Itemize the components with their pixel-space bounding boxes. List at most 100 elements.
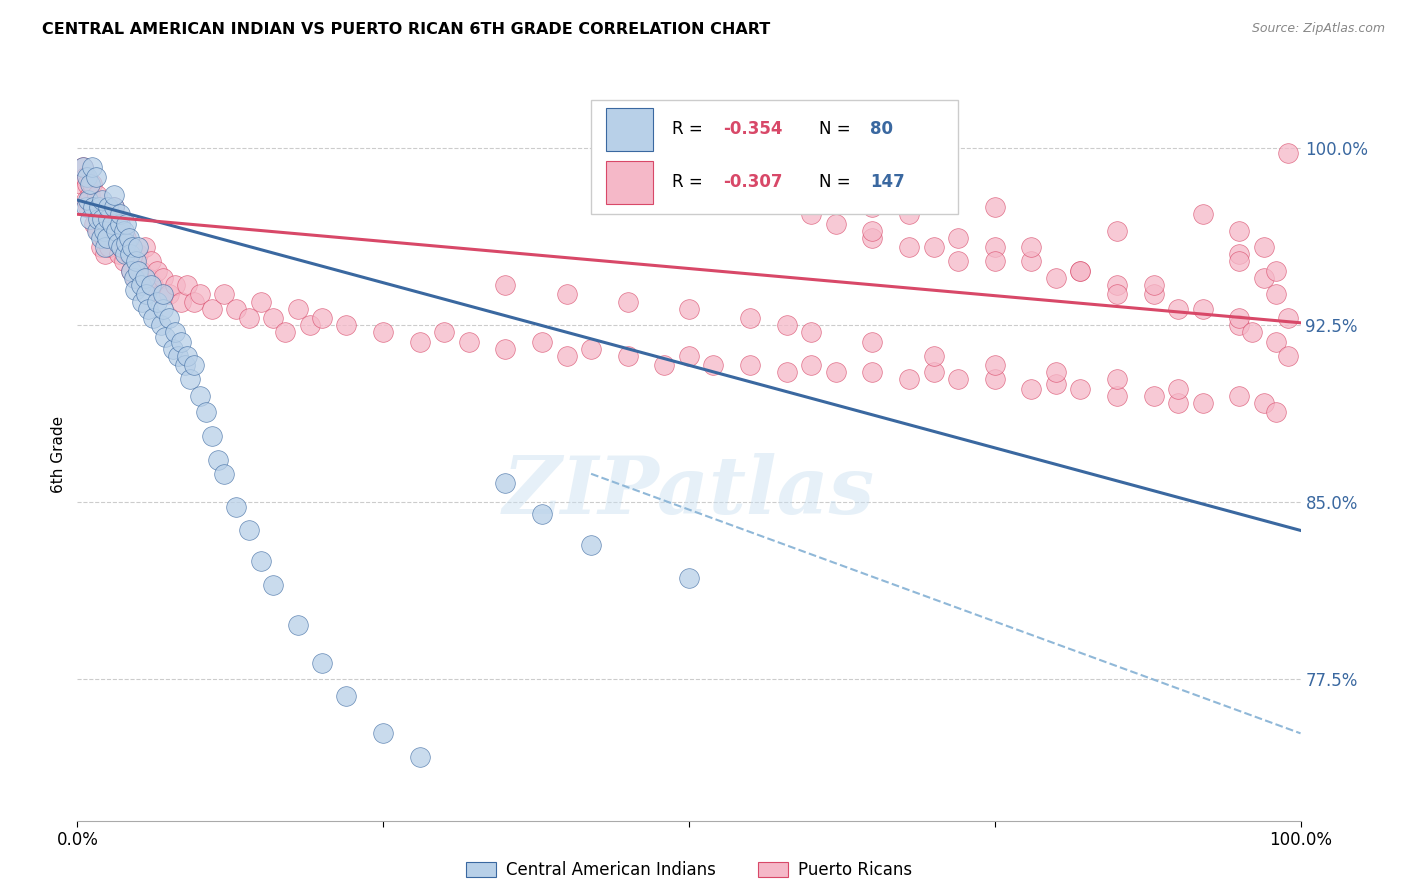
Point [225, 301, 247, 316]
Point [114, 247, 136, 261]
Point [90, 193, 112, 207]
Point [146, 264, 169, 278]
Point [124, 283, 146, 297]
Point [531, 507, 554, 521]
Point [579, 538, 602, 552]
Point [108, 217, 131, 231]
Point [212, 467, 235, 481]
Point [105, 231, 128, 245]
Point [115, 217, 138, 231]
Point [87, 224, 110, 238]
Point [89, 207, 111, 221]
Point [946, 231, 969, 245]
Point [79, 177, 101, 191]
Point [176, 349, 198, 363]
Point [118, 247, 141, 261]
Point [1167, 301, 1189, 316]
Point [115, 231, 138, 245]
Point [110, 240, 132, 254]
Point [157, 287, 180, 301]
Point [1229, 254, 1251, 268]
Point [136, 301, 159, 316]
Point [135, 287, 157, 301]
Point [118, 231, 141, 245]
Point [1191, 301, 1213, 316]
Point [1143, 278, 1166, 293]
Point [1191, 396, 1213, 410]
Point [1107, 372, 1129, 386]
Point [1021, 240, 1043, 254]
Point [127, 264, 149, 278]
FancyBboxPatch shape [606, 161, 654, 204]
Point [1107, 224, 1129, 238]
Point [1265, 264, 1288, 278]
Point [409, 750, 432, 764]
Point [201, 429, 224, 443]
Point [100, 217, 122, 231]
Text: R =: R = [672, 120, 707, 138]
Point [776, 365, 799, 379]
Point [129, 278, 152, 293]
Point [946, 254, 969, 268]
Point [1253, 240, 1275, 254]
Point [96, 231, 118, 245]
Point [984, 358, 1007, 372]
Point [125, 254, 148, 268]
Point [1277, 349, 1299, 363]
Point [84, 169, 107, 184]
Point [108, 247, 131, 261]
Point [238, 524, 260, 538]
Point [922, 365, 945, 379]
Point [946, 372, 969, 386]
Point [1021, 254, 1043, 268]
Point [103, 200, 125, 214]
Point [107, 235, 129, 250]
Point [531, 334, 554, 349]
Point [75, 193, 97, 207]
Point [188, 287, 211, 301]
Text: ZIPatlas: ZIPatlas [503, 453, 875, 530]
Point [121, 240, 143, 254]
Point [149, 318, 172, 333]
Point [129, 264, 152, 278]
Point [165, 278, 187, 293]
Point [112, 224, 135, 238]
Point [740, 358, 762, 372]
Point [162, 342, 184, 356]
Point [82, 200, 104, 214]
Point [183, 358, 205, 372]
Point [103, 200, 125, 214]
Point [1069, 264, 1091, 278]
Point [97, 211, 120, 226]
Point [1229, 311, 1251, 326]
Point [287, 301, 309, 316]
Text: N =: N = [818, 173, 855, 192]
Point [127, 240, 149, 254]
Point [225, 500, 247, 514]
Point [100, 217, 122, 231]
Point [90, 217, 112, 231]
Point [108, 224, 131, 238]
Point [1143, 389, 1166, 403]
Point [118, 247, 141, 261]
Point [176, 278, 198, 293]
Point [262, 577, 284, 591]
Point [274, 325, 297, 339]
Point [1107, 389, 1129, 403]
Point [371, 325, 394, 339]
Point [1045, 365, 1067, 379]
Point [120, 264, 142, 278]
Point [90, 211, 112, 226]
Point [862, 224, 884, 238]
Legend: Central American Indians, Puerto Ricans: Central American Indians, Puerto Ricans [460, 855, 918, 886]
Point [1253, 396, 1275, 410]
Point [1045, 271, 1067, 285]
Point [89, 200, 111, 214]
Point [495, 278, 517, 293]
Point [94, 240, 117, 254]
Point [98, 240, 121, 254]
Point [1069, 264, 1091, 278]
Point [1191, 207, 1213, 221]
Point [115, 235, 138, 250]
Point [139, 278, 162, 293]
